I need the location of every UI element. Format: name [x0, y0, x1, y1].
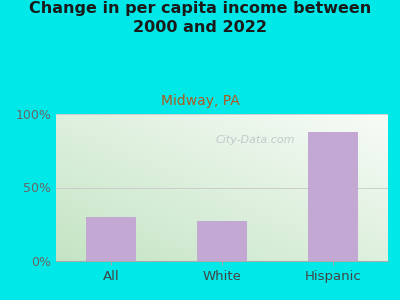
- Text: Change in per capita income between
2000 and 2022: Change in per capita income between 2000…: [29, 2, 371, 35]
- Text: Midway, PA: Midway, PA: [161, 94, 239, 109]
- Bar: [197, 221, 247, 261]
- Text: City-Data.com: City-Data.com: [216, 136, 295, 146]
- Bar: [308, 132, 358, 261]
- Bar: [86, 217, 136, 261]
